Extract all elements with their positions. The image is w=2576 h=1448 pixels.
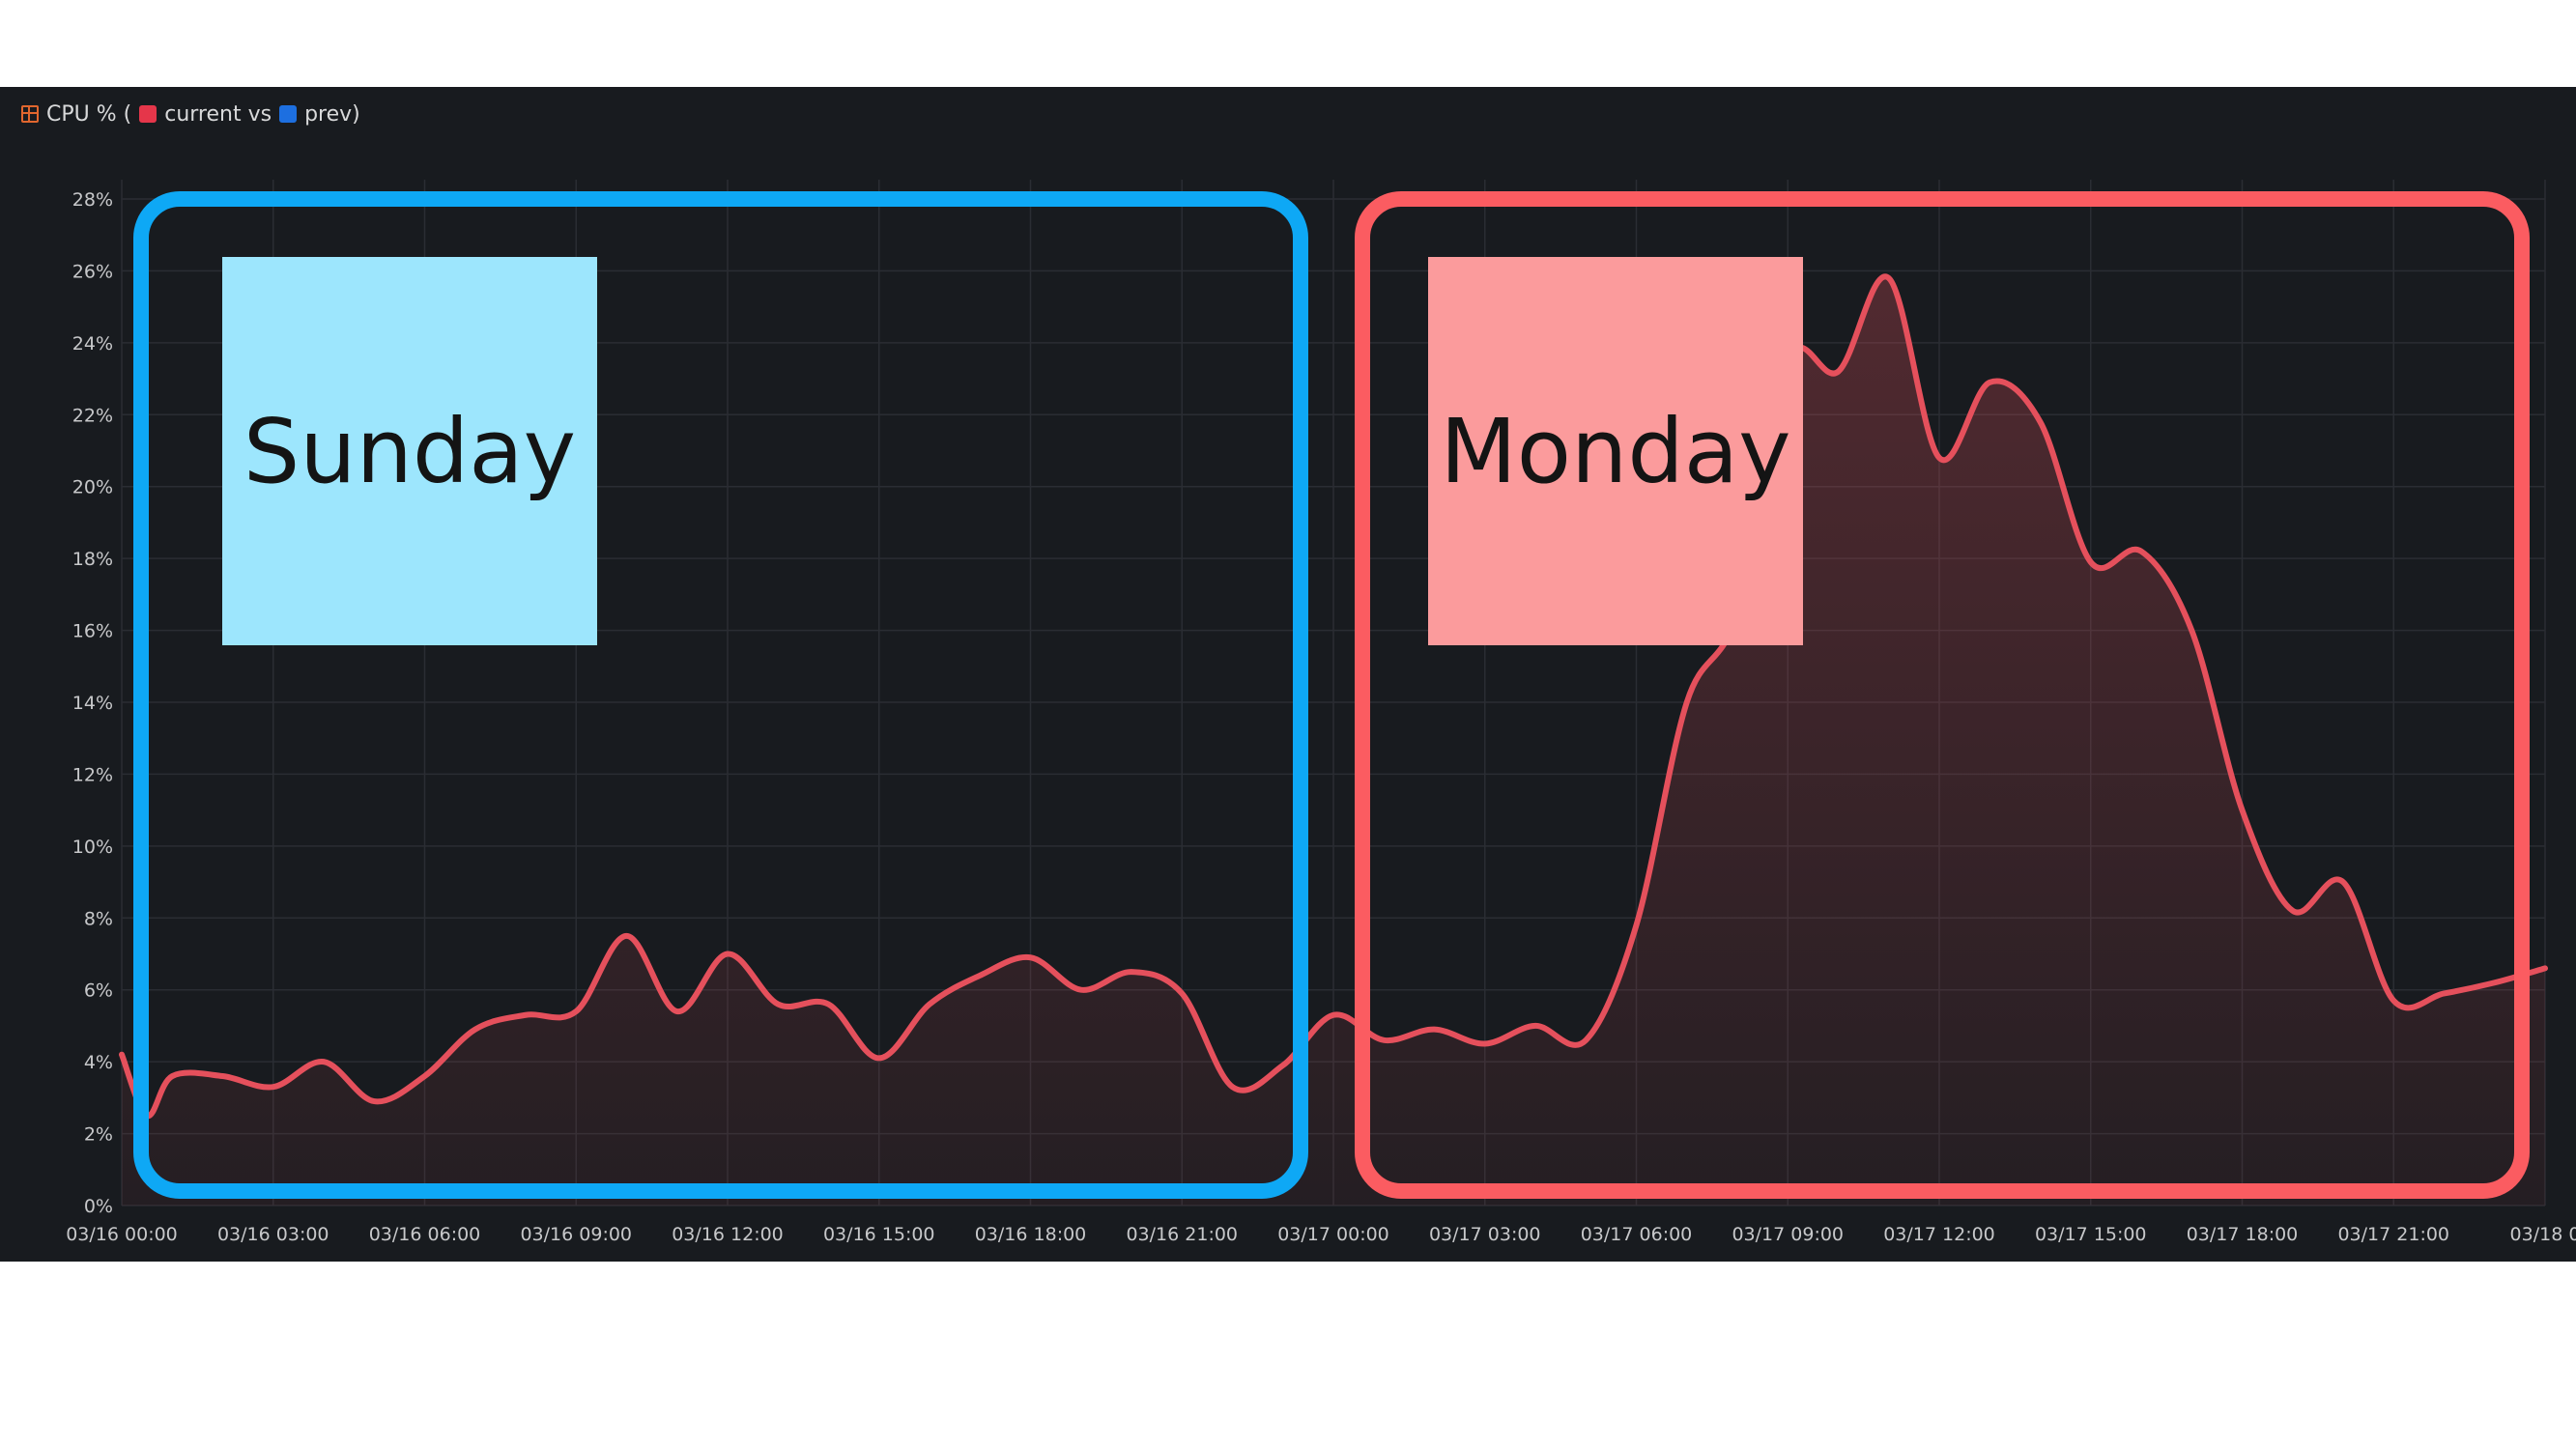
x-tick-label: 03/16 12:00 bbox=[672, 1224, 784, 1245]
y-tick-label: 16% bbox=[72, 621, 113, 642]
y-tick-label: 10% bbox=[72, 837, 113, 858]
y-tick-label: 24% bbox=[72, 333, 113, 355]
x-tick-label: 03/17 06:00 bbox=[1581, 1224, 1693, 1245]
x-tick-label: 03/17 09:00 bbox=[1732, 1224, 1844, 1245]
x-tick-label: 03/17 18:00 bbox=[2187, 1224, 2299, 1245]
x-tick-label: 03/17 03:00 bbox=[1429, 1224, 1541, 1245]
x-tick-label: 03/17 15:00 bbox=[2035, 1224, 2147, 1245]
x-tick-label: 03/16 15:00 bbox=[823, 1224, 935, 1245]
cpu-chart: 0% 2% 4% 6% 8% 10% 12% 14% 16% 18% 20% 22% 24% 26% 28%… bbox=[0, 87, 2576, 1262]
y-tick-label: 6% bbox=[84, 980, 113, 1002]
chart-panel: CPU % ( current vs prev) 0% 2% 4% 6% 8% 10% 12… bbox=[0, 87, 2576, 1262]
x-tick-label: 03/16 03:00 bbox=[217, 1224, 329, 1245]
y-tick-label: 18% bbox=[72, 549, 113, 570]
x-tick-label: 03/17 21:00 bbox=[2337, 1224, 2449, 1245]
x-tick-label: 03/16 00:00 bbox=[66, 1224, 178, 1245]
x-tick-label: 03/17 00:00 bbox=[1277, 1224, 1389, 1245]
x-tick-label: 03/16 09:00 bbox=[520, 1224, 632, 1245]
y-tick-label: 8% bbox=[84, 908, 113, 929]
y-tick-label: 4% bbox=[84, 1052, 113, 1073]
x-tick-label: 03/16 06:00 bbox=[369, 1224, 481, 1245]
y-tick-label: 20% bbox=[72, 477, 113, 498]
x-tick-label: 03/17 12:00 bbox=[1883, 1224, 1995, 1245]
y-tick-label: 12% bbox=[72, 764, 113, 785]
monday-note-label: Monday bbox=[1440, 400, 1790, 503]
sunday-note-label: Sunday bbox=[243, 400, 576, 503]
y-tick-label: 2% bbox=[84, 1124, 113, 1146]
y-tick-label: 14% bbox=[72, 693, 113, 714]
y-tick-label: 28% bbox=[72, 189, 113, 211]
y-tick-label: 26% bbox=[72, 261, 113, 282]
x-tick-label: 03/16 21:00 bbox=[1126, 1224, 1238, 1245]
x-tick-label: 03/18 0 bbox=[2510, 1224, 2576, 1245]
y-tick-label: 0% bbox=[84, 1196, 113, 1217]
y-tick-label: 22% bbox=[72, 405, 113, 426]
x-tick-label: 03/16 18:00 bbox=[975, 1224, 1087, 1245]
